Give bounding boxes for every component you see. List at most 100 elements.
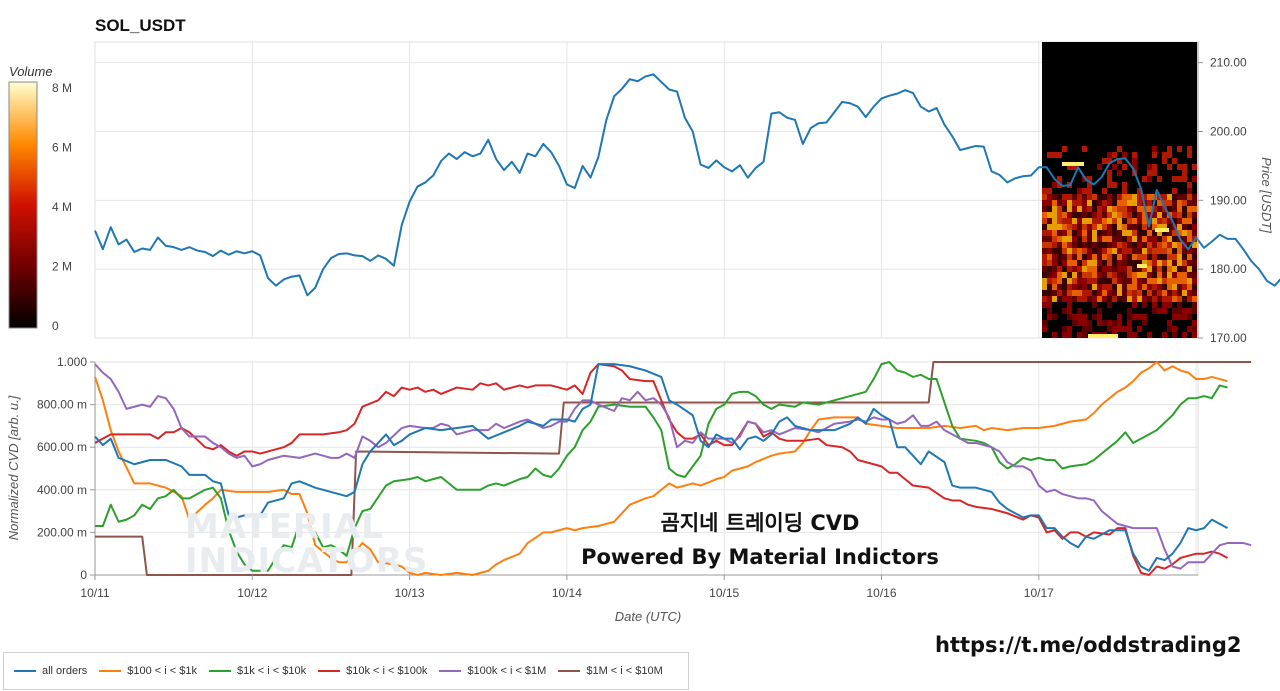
heatmap-cell xyxy=(1092,212,1097,218)
heatmap-cell xyxy=(1057,260,1062,266)
heatmap-cell xyxy=(1132,248,1137,254)
heatmap-cell xyxy=(1132,254,1137,260)
heatmap-cell xyxy=(1137,188,1142,194)
heatmap-cell xyxy=(1057,218,1062,224)
legend-label: all orders xyxy=(42,665,88,677)
heatmap-cell xyxy=(1122,296,1127,302)
heatmap-cell xyxy=(1172,236,1177,242)
heatmap-cell xyxy=(1147,278,1152,284)
heatmap-cell xyxy=(1127,200,1132,206)
heatmap-cell xyxy=(1057,230,1062,236)
heatmap-cell xyxy=(1112,266,1117,272)
heatmap-cell xyxy=(1087,242,1092,248)
legend-item[interactable]: $100k < i < $1M xyxy=(439,665,546,677)
heatmap-cell xyxy=(1187,284,1192,290)
heatmap-cell xyxy=(1107,272,1112,278)
heatmap-cell xyxy=(1042,230,1047,236)
heatmap-cell xyxy=(1122,254,1127,260)
heatmap-cell xyxy=(1082,218,1087,224)
heatmap-cell xyxy=(1177,290,1182,296)
legend-swatch xyxy=(318,670,341,672)
legend-item[interactable]: $1k < i < $10k xyxy=(208,665,306,677)
heatmap-cell xyxy=(1097,206,1102,212)
telegram-link[interactable]: https://t.me/oddstrading2 xyxy=(935,633,1242,657)
heatmap-cell xyxy=(1082,320,1087,326)
heatmap-cell xyxy=(1162,230,1167,236)
heatmap-cell xyxy=(1147,236,1152,242)
heatmap-cell xyxy=(1107,248,1112,254)
heatmap-cell xyxy=(1107,152,1112,158)
cvd-series-0 xyxy=(94,363,1229,572)
heatmap-cell xyxy=(1102,158,1107,164)
heatmap-cell xyxy=(1082,296,1087,302)
heatmap-cell xyxy=(1112,284,1117,290)
legend-item[interactable]: all orders xyxy=(14,665,87,677)
heatmap-cell xyxy=(1052,332,1057,338)
cvd-x-tick-label: 10/11 xyxy=(80,586,109,600)
heatmap-cell xyxy=(1192,200,1197,206)
heatmap-cell xyxy=(1122,200,1127,206)
heatmap-cell xyxy=(1192,308,1197,314)
heatmap-cell xyxy=(1067,290,1072,296)
heatmap-cell xyxy=(1097,296,1102,302)
heatmap-cell xyxy=(1167,290,1172,296)
legend: all orders $100 < i < $1k $1k < i < $10k $1… xyxy=(3,652,689,690)
heatmap-cell xyxy=(1042,260,1047,266)
logo-line-1: MATERIAL xyxy=(185,507,384,547)
legend-item[interactable]: $1M < i < $10M xyxy=(558,665,663,677)
heatmap-cell xyxy=(1177,308,1182,314)
heatmap-cell xyxy=(1132,242,1137,248)
heatmap-cell xyxy=(1152,296,1157,302)
cvd-y-tick-label: 1.000 xyxy=(57,355,87,369)
price-plot-frame xyxy=(94,41,1199,339)
heatmap-cell xyxy=(1187,254,1192,260)
heatmap-cell xyxy=(1167,236,1172,242)
heatmap-cell xyxy=(1187,218,1192,224)
heatmap-cell xyxy=(1177,260,1182,266)
heatmap-cell xyxy=(1062,218,1067,224)
heatmap-cell xyxy=(1097,308,1102,314)
cvd-y-tick-label: 400.00 m xyxy=(37,483,87,497)
heatmap-cell xyxy=(1137,290,1142,296)
heatmap-cell xyxy=(1147,248,1152,254)
heatmap-cell xyxy=(1092,266,1097,272)
heatmap-cell xyxy=(1132,152,1137,158)
heatmap-cell xyxy=(1067,248,1072,254)
heatmap-cell xyxy=(1152,206,1157,212)
heatmap-cell xyxy=(1192,224,1197,230)
heatmap-cell xyxy=(1117,200,1122,206)
heatmap-cell xyxy=(1087,182,1092,188)
legend-item[interactable]: $100 < i < $1k xyxy=(99,665,197,677)
heatmap-cell xyxy=(1042,236,1047,242)
heatmap-cell xyxy=(1112,278,1117,284)
heatmap-cell xyxy=(1182,278,1187,284)
heatmap-cell xyxy=(1087,290,1092,296)
heatmap-cell xyxy=(1122,272,1127,278)
heatmap-cell xyxy=(1147,254,1152,260)
heatmap-cell xyxy=(1072,230,1077,236)
heatmap-cell xyxy=(1147,212,1152,218)
heatmap-cell xyxy=(1127,314,1132,320)
heatmap-cell xyxy=(1132,206,1137,212)
heatmap-cell xyxy=(1057,290,1062,296)
heatmap-cell xyxy=(1177,296,1182,302)
legend-item[interactable]: $10k < i < $100k xyxy=(318,665,427,677)
heatmap-cell xyxy=(1132,290,1137,296)
heatmap-cell xyxy=(1142,230,1147,236)
heatmap-cell xyxy=(1122,182,1127,188)
heatmap-cell xyxy=(1102,188,1107,194)
heatmap-cell xyxy=(1067,308,1072,314)
heatmap-cell xyxy=(1127,320,1132,326)
colorbar-tick-label: 2 M xyxy=(52,260,72,274)
heatmap-cell xyxy=(1157,242,1162,248)
heatmap-cell xyxy=(1057,242,1062,248)
heatmap-cell xyxy=(1052,182,1057,188)
heatmap-cell xyxy=(1132,218,1137,224)
heatmap-cell xyxy=(1087,320,1092,326)
heatmap-cell xyxy=(1112,218,1117,224)
heatmap-cell xyxy=(1117,326,1122,332)
heatmap-cell xyxy=(1042,200,1047,206)
heatmap-cell xyxy=(1052,152,1057,158)
heatmap-cell xyxy=(1192,212,1197,218)
heatmap-cell xyxy=(1072,194,1077,200)
